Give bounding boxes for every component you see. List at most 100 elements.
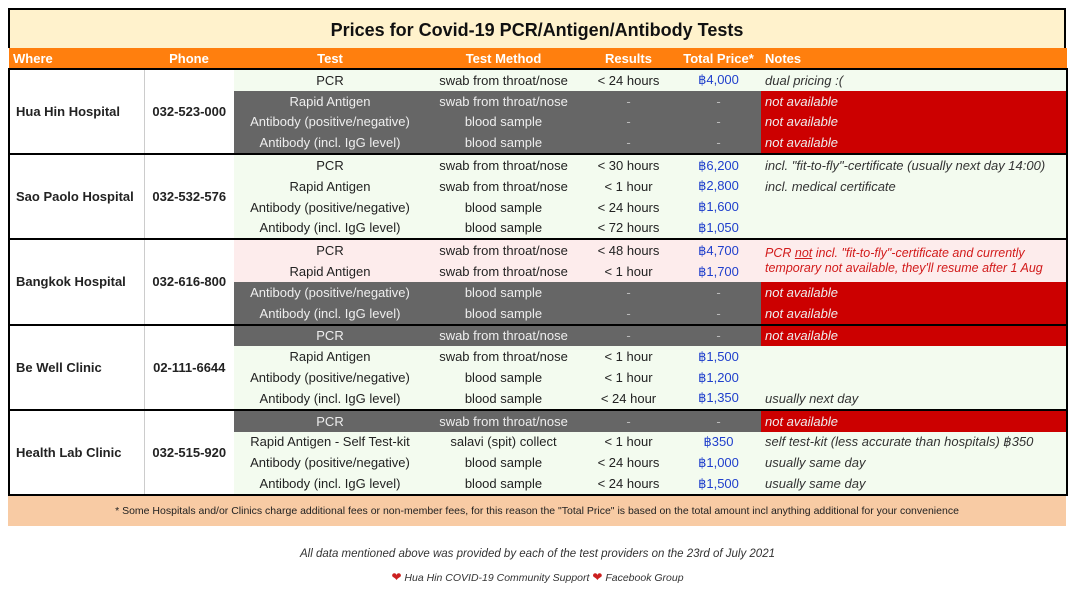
table-row: Rapid Antigen swab from throat/nose - - not … bbox=[9, 90, 1067, 112]
table-row: Antibody (incl. IgG level) blood sample - -… bbox=[9, 132, 1067, 155]
table-row: Antibody (positive/negative) blood sample… bbox=[9, 196, 1067, 218]
note-text: PCR bbox=[765, 246, 795, 261]
provider-phone: 032-523-000 bbox=[144, 69, 234, 155]
provider-phone: 032-532-576 bbox=[144, 154, 234, 240]
total-price: - bbox=[676, 90, 761, 112]
test-method: blood sample bbox=[426, 452, 581, 474]
table-row: Rapid Antigen swab from throat/nose < 1 ho… bbox=[9, 261, 1067, 282]
total-price: - bbox=[676, 132, 761, 155]
table-row: Health Lab Clinic 032-515-920 PCR swab from… bbox=[9, 409, 1067, 495]
result-time: < 24 hours bbox=[581, 69, 676, 91]
test-name: Antibody (incl. IgG level) bbox=[234, 302, 426, 325]
note: dual pricing :( bbox=[761, 69, 1067, 91]
provider-group: Hua Hin Hospital 032-523-000 PCR swab from … bbox=[9, 69, 1067, 155]
note: incl. medical certificate bbox=[761, 175, 1067, 197]
total-price: ฿350 bbox=[676, 431, 761, 453]
result-time: < 1 hour bbox=[581, 261, 676, 282]
total-price: - bbox=[676, 302, 761, 325]
test-method: swab from throat/nose bbox=[426, 175, 581, 197]
result-time: < 1 hour bbox=[581, 431, 676, 453]
result-time: < 1 hour bbox=[581, 367, 676, 388]
table-row: Bangkok Hospital 032-616-800 PCR swab from … bbox=[9, 239, 1067, 325]
total-price: ฿2,800 bbox=[676, 175, 761, 197]
total-price: - bbox=[676, 281, 761, 303]
community-credit: ❤ Hua Hin COVID-19 Community Support ❤ F… bbox=[0, 570, 1075, 584]
header-method: Test Method bbox=[426, 48, 581, 69]
provider-name: Bangkok Hospital bbox=[9, 239, 145, 325]
table-row: Sao Paolo Hospital 032-532-576 PCR swab fro… bbox=[9, 154, 1067, 240]
test-method: blood sample bbox=[426, 367, 581, 388]
table-row: Be Well Clinic 02-111-6644 PCR swab from th… bbox=[9, 324, 1067, 410]
total-price: ฿4,700 bbox=[676, 239, 761, 262]
note: usually next day bbox=[761, 387, 1067, 410]
test-method: swab from throat/nose bbox=[426, 69, 581, 91]
header-where: Where bbox=[9, 48, 144, 69]
provider-group: Bangkok Hospital 032-616-800 PCR swab from … bbox=[9, 239, 1067, 325]
test-method: swab from throat/nose bbox=[426, 324, 581, 347]
table-header-row: Where Phone Test Test Method Results Tot… bbox=[9, 48, 1067, 69]
table-row: Antibody (incl. IgG level) blood sample < … bbox=[9, 387, 1067, 410]
community-name: Hua Hin COVID-19 Community Support bbox=[404, 572, 590, 584]
provider-phone: 032-515-920 bbox=[144, 409, 234, 495]
result-time: - bbox=[581, 111, 676, 133]
table-row: Rapid Antigen swab from throat/nose < 1 ho… bbox=[9, 175, 1067, 197]
page-title: Prices for Covid-19 PCR/Antigen/Antibody… bbox=[8, 8, 1066, 48]
result-time: < 1 hour bbox=[581, 175, 676, 197]
test-method: blood sample bbox=[426, 132, 581, 155]
total-price: ฿1,000 bbox=[676, 452, 761, 474]
total-price: ฿1,050 bbox=[676, 217, 761, 240]
result-time: < 1 hour bbox=[581, 346, 676, 368]
note bbox=[761, 217, 1067, 240]
result-time: < 24 hours bbox=[581, 196, 676, 218]
table-row: Antibody (positive/negative) blood sample… bbox=[9, 367, 1067, 388]
price-table: Where Phone Test Test Method Results Tot… bbox=[8, 48, 1068, 496]
provider-group: Be Well Clinic 02-111-6644 PCR swab from th… bbox=[9, 324, 1067, 410]
note bbox=[761, 367, 1067, 388]
table-row: Antibody (positive/negative) blood sample… bbox=[9, 452, 1067, 474]
note: usually same day bbox=[761, 452, 1067, 474]
result-time: < 24 hours bbox=[581, 473, 676, 495]
test-name: Antibody (incl. IgG level) bbox=[234, 132, 426, 155]
note: incl. "fit-to-fly"-certificate (usually … bbox=[761, 154, 1067, 176]
provider-name: Hua Hin Hospital bbox=[9, 69, 145, 155]
total-price: ฿1,700 bbox=[676, 261, 761, 282]
provider-name: Sao Paolo Hospital bbox=[9, 154, 145, 240]
result-time: - bbox=[581, 324, 676, 347]
table-row: Antibody (incl. IgG level) blood sample - -… bbox=[9, 302, 1067, 325]
provider-name: Be Well Clinic bbox=[9, 324, 145, 410]
table-row: Antibody (incl. IgG level) blood sample < … bbox=[9, 473, 1067, 495]
provider-name: Health Lab Clinic bbox=[9, 409, 145, 495]
note: self test-kit (less accurate than hospit… bbox=[761, 431, 1067, 453]
test-name: Rapid Antigen - Self Test-kit bbox=[234, 431, 426, 453]
test-name: Rapid Antigen bbox=[234, 90, 426, 112]
note: not available bbox=[761, 409, 1067, 432]
table-row: Rapid Antigen swab from throat/nose < 1 ho… bbox=[9, 346, 1067, 368]
total-price: - bbox=[676, 324, 761, 347]
result-time: - bbox=[581, 132, 676, 155]
result-time: < 24 hours bbox=[581, 452, 676, 474]
result-time: - bbox=[581, 281, 676, 303]
test-method: blood sample bbox=[426, 111, 581, 133]
test-method: swab from throat/nose bbox=[426, 261, 581, 282]
total-price: ฿1,200 bbox=[676, 367, 761, 388]
total-price: ฿6,200 bbox=[676, 154, 761, 176]
test-name: Antibody (positive/negative) bbox=[234, 367, 426, 388]
provider-phone: 032-616-800 bbox=[144, 239, 234, 325]
note-text: incl. "fit-to-fly"-certificate and curre… bbox=[765, 246, 1043, 276]
table-row: Hua Hin Hospital 032-523-000 PCR swab from … bbox=[9, 69, 1067, 155]
test-method: swab from throat/nose bbox=[426, 154, 581, 176]
test-name: Antibody (incl. IgG level) bbox=[234, 473, 426, 495]
test-name: Rapid Antigen bbox=[234, 261, 426, 282]
note: not available bbox=[761, 90, 1067, 112]
test-method: salavi (spit) collect bbox=[426, 431, 581, 453]
test-name: Rapid Antigen bbox=[234, 175, 426, 197]
test-name: PCR bbox=[234, 409, 426, 432]
test-name: Antibody (incl. IgG level) bbox=[234, 217, 426, 240]
test-method: blood sample bbox=[426, 473, 581, 495]
test-name: PCR bbox=[234, 154, 426, 176]
heart-icon: ❤ bbox=[391, 570, 402, 584]
note-pcr-warning: PCR not incl. "fit-to-fly"-certificate a… bbox=[761, 239, 1067, 282]
table-row: Rapid Antigen - Self Test-kit salavi (spi… bbox=[9, 431, 1067, 453]
note-emphasis: not bbox=[794, 246, 813, 261]
note: not available bbox=[761, 302, 1067, 325]
